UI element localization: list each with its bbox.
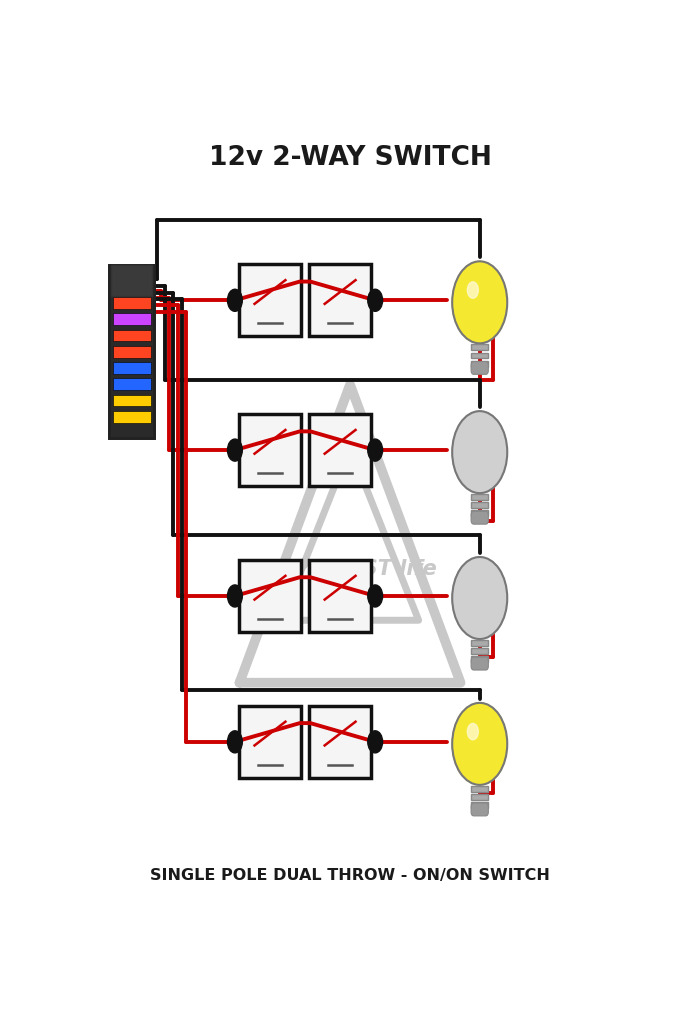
Circle shape xyxy=(227,289,242,311)
FancyBboxPatch shape xyxy=(309,264,371,336)
Circle shape xyxy=(452,261,507,343)
FancyBboxPatch shape xyxy=(113,313,150,325)
FancyBboxPatch shape xyxy=(113,313,150,325)
FancyBboxPatch shape xyxy=(471,656,488,663)
Text: SINGLE POLE DUAL THROW - ON/ON SWITCH: SINGLE POLE DUAL THROW - ON/ON SWITCH xyxy=(150,868,550,884)
FancyBboxPatch shape xyxy=(113,297,150,309)
FancyBboxPatch shape xyxy=(309,706,371,778)
FancyBboxPatch shape xyxy=(111,265,152,296)
Text: EXPLORIST life: EXPLORIST life xyxy=(263,559,437,580)
FancyBboxPatch shape xyxy=(113,379,150,390)
FancyBboxPatch shape xyxy=(471,657,488,670)
FancyBboxPatch shape xyxy=(109,265,154,438)
FancyBboxPatch shape xyxy=(471,495,488,500)
FancyBboxPatch shape xyxy=(113,411,150,423)
FancyBboxPatch shape xyxy=(471,361,488,375)
Circle shape xyxy=(452,557,507,639)
FancyBboxPatch shape xyxy=(113,379,150,390)
Text: 12v 2-WAY SWITCH: 12v 2-WAY SWITCH xyxy=(208,145,492,171)
FancyBboxPatch shape xyxy=(471,648,488,654)
FancyBboxPatch shape xyxy=(471,511,488,524)
FancyBboxPatch shape xyxy=(471,503,488,508)
FancyBboxPatch shape xyxy=(113,330,150,341)
FancyBboxPatch shape xyxy=(471,802,488,808)
FancyBboxPatch shape xyxy=(471,510,488,516)
Circle shape xyxy=(227,439,242,461)
Circle shape xyxy=(367,289,382,311)
FancyBboxPatch shape xyxy=(113,346,150,357)
FancyBboxPatch shape xyxy=(113,362,150,374)
Circle shape xyxy=(367,439,382,461)
FancyBboxPatch shape xyxy=(471,786,488,792)
FancyBboxPatch shape xyxy=(109,265,154,438)
FancyBboxPatch shape xyxy=(113,362,150,374)
Circle shape xyxy=(452,702,507,784)
FancyBboxPatch shape xyxy=(471,803,488,816)
Circle shape xyxy=(367,731,382,753)
FancyBboxPatch shape xyxy=(239,560,301,632)
FancyBboxPatch shape xyxy=(239,706,301,778)
FancyBboxPatch shape xyxy=(239,264,301,336)
FancyBboxPatch shape xyxy=(309,560,371,632)
FancyBboxPatch shape xyxy=(471,352,488,358)
FancyBboxPatch shape xyxy=(471,344,488,350)
FancyBboxPatch shape xyxy=(471,360,488,367)
FancyBboxPatch shape xyxy=(113,394,150,407)
Circle shape xyxy=(227,585,242,607)
FancyBboxPatch shape xyxy=(113,330,150,341)
FancyBboxPatch shape xyxy=(309,414,371,486)
FancyBboxPatch shape xyxy=(471,640,488,646)
FancyBboxPatch shape xyxy=(111,265,152,296)
FancyBboxPatch shape xyxy=(113,346,150,357)
Circle shape xyxy=(227,731,242,753)
FancyBboxPatch shape xyxy=(113,394,150,407)
FancyBboxPatch shape xyxy=(239,414,301,486)
Circle shape xyxy=(467,282,478,298)
Circle shape xyxy=(452,412,507,494)
FancyBboxPatch shape xyxy=(113,411,150,423)
FancyBboxPatch shape xyxy=(471,794,488,800)
Circle shape xyxy=(467,723,478,739)
Circle shape xyxy=(367,585,382,607)
FancyBboxPatch shape xyxy=(113,297,150,309)
